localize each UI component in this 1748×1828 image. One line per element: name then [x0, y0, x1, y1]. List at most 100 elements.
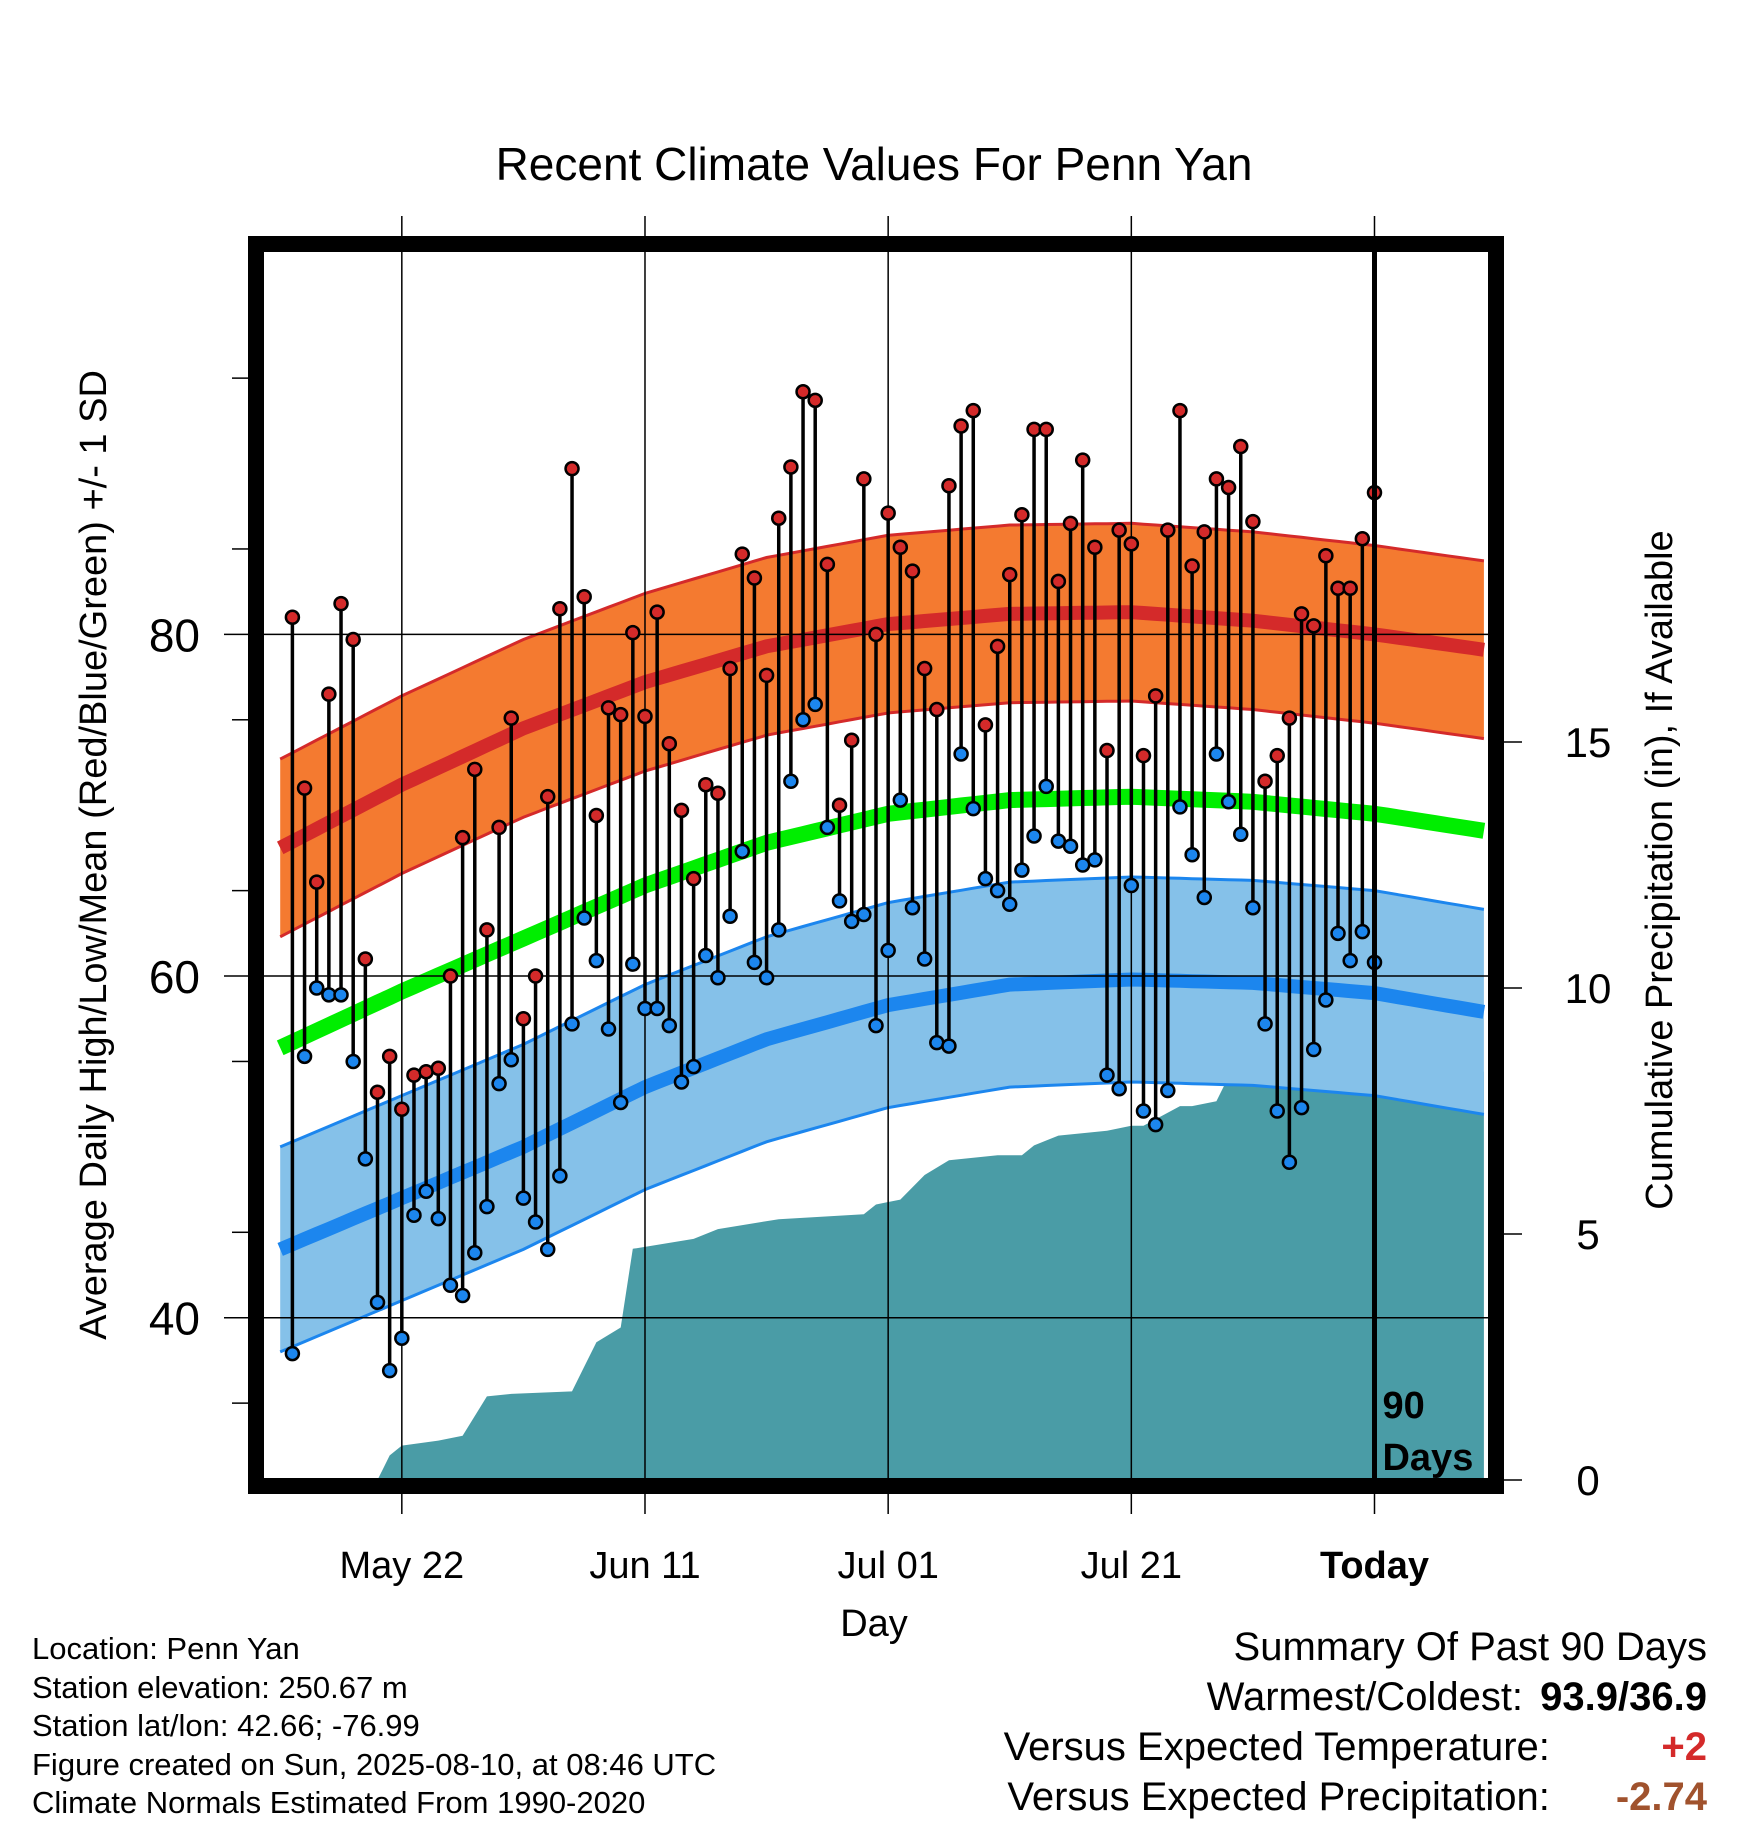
daily-high-point [1099, 742, 1115, 759]
daily-high-point [1342, 580, 1358, 596]
daily-high-point [916, 660, 933, 677]
daily-high-point [965, 402, 982, 419]
daily-low-point [296, 1048, 313, 1065]
y2-tick-label: 0 [1576, 1457, 1599, 1504]
daily-low-point [965, 800, 982, 817]
daily-low-point [430, 1210, 447, 1227]
daily-low-point [1099, 1067, 1115, 1083]
daily-high-point [479, 922, 495, 938]
y2-tick-label: 10 [1565, 965, 1612, 1012]
daily-low-point [1196, 889, 1213, 906]
daily-low-point [588, 952, 605, 969]
daily-high-point [977, 717, 994, 733]
daily-high-point [1184, 558, 1200, 574]
daily-high-point [953, 418, 969, 434]
daily-high-point [394, 1101, 410, 1118]
daily-low-point [892, 792, 909, 808]
summary-title: Summary Of Past 90 Days [1233, 1625, 1707, 1669]
daily-high-point [831, 797, 848, 813]
daily-low-point [308, 980, 325, 996]
daily-low-point [953, 746, 969, 762]
latlon-text: Station lat/lon: 42.66; -76.99 [32, 1708, 420, 1743]
daily-low-point [491, 1075, 507, 1092]
daily-low-point [1305, 1041, 1322, 1058]
daily-low-point [1233, 826, 1249, 842]
plot-area: 90 Days May 22 Jun 11 Jul 01 Jul 21 Today 40 60 8… [149, 216, 1612, 1587]
daily-high-point [612, 706, 629, 723]
daily-low-point [394, 1330, 410, 1346]
daily-high-point [369, 1084, 386, 1100]
daily-high-point [357, 951, 374, 967]
daily-high-point [1257, 773, 1273, 790]
daily-high-point [1245, 513, 1261, 530]
daily-low-point [819, 819, 836, 836]
daily-high-point [527, 968, 544, 984]
daily-low-point [783, 773, 799, 790]
daily-high-point [819, 556, 836, 573]
temp-value: +2 [1661, 1725, 1707, 1769]
daily-high-point [661, 735, 678, 752]
daily-high-point [381, 1048, 398, 1065]
today-days-label: Days [1382, 1437, 1473, 1479]
daily-high-point [1305, 618, 1322, 634]
x-axis-label: Day [840, 1603, 908, 1645]
low-band-upper-edge [279, 875, 1485, 1149]
daily-low-point [661, 1017, 678, 1034]
y-tick-label: 80 [149, 609, 200, 661]
daily-low-point [564, 1016, 580, 1032]
y2-tick-label: 5 [1576, 1211, 1599, 1258]
daily-high-point [1038, 421, 1054, 438]
daily-high-point [1074, 452, 1091, 468]
daily-low-point [710, 970, 726, 986]
high-band-lower-edge [279, 699, 1485, 939]
daily-high-point [637, 708, 653, 725]
daily-high-point [1014, 507, 1030, 523]
daily-high-point [843, 732, 860, 749]
y-axis-label: Average Daily High/Low/Mean (Red/Blue/Gr… [73, 370, 115, 1340]
daily-high-point [758, 667, 775, 684]
daily-high-point [454, 829, 471, 846]
y2-axis-label: Cumulative Precipitation (in), If Availa… [1639, 530, 1681, 1209]
daily-low-point [552, 1168, 568, 1184]
daily-high-point [1293, 606, 1310, 622]
plot-frame [248, 236, 1504, 1494]
normal-high-line [276, 605, 1485, 855]
daily-high-point [345, 631, 361, 648]
daily-low-point [770, 922, 787, 938]
daily-low-point [503, 1052, 519, 1068]
daily-low-point [345, 1053, 361, 1070]
daily-low-point [612, 1094, 629, 1111]
daily-high-point [308, 874, 325, 890]
plot-content: 90 Days [262, 250, 1490, 1480]
daily-high-point [734, 546, 751, 562]
y-tick-label: 60 [149, 951, 200, 1003]
summary-panel: Summary Of Past 90 Days Warmest/Coldest:… [807, 1622, 1707, 1822]
daily-high-point [880, 505, 896, 521]
daily-low-point [989, 882, 1006, 899]
daily-low-point [904, 899, 921, 916]
high-sd-band [280, 523, 1484, 937]
daily-low-point [685, 1058, 702, 1075]
daily-low-point [1293, 1099, 1310, 1116]
x-tick-label: Today [1320, 1545, 1429, 1587]
daily-low-point [454, 1287, 471, 1304]
daily-low-point [698, 947, 714, 964]
daily-high-point [783, 459, 799, 475]
x-tick-label: Jun 11 [589, 1545, 700, 1587]
daily-high-point [673, 802, 690, 819]
location-text: Location: Penn Yan [32, 1631, 300, 1666]
daily-high-point [807, 392, 823, 409]
daily-low-point [1318, 992, 1334, 1008]
daily-high-point [576, 589, 592, 605]
daily-high-point [904, 563, 921, 579]
daily-high-point [929, 701, 945, 718]
daily-low-point [1281, 1154, 1298, 1170]
daily-high-point [795, 384, 811, 400]
daily-low-point [649, 1000, 665, 1017]
daily-low-point [406, 1207, 422, 1223]
daily-high-point [698, 776, 714, 793]
daily-low-point [527, 1214, 544, 1230]
daily-low-point [1184, 847, 1200, 863]
daily-low-point [418, 1183, 434, 1200]
